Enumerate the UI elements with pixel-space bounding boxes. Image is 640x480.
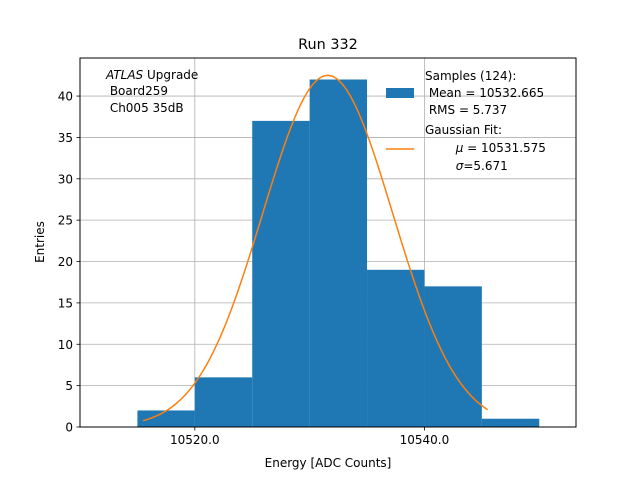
axes-frame <box>79 57 577 428</box>
y-tick-label: 40 <box>58 90 73 104</box>
x-axis-label: Energy [ADC Counts] <box>265 456 392 470</box>
histogram-bar <box>309 79 368 428</box>
fit-line <box>142 74 489 422</box>
histogram-bar <box>481 418 540 427</box>
y-tick-label: 10 <box>58 338 73 352</box>
legend-hist-title: Samples (124): <box>425 69 516 83</box>
y-tick-label: 25 <box>58 214 73 228</box>
histogram-bar <box>367 269 425 427</box>
legend-sigma-symbol: σ <box>456 159 464 173</box>
x-tick-label: 10520.0 <box>170 433 220 447</box>
channel-label: Ch005 35dB <box>106 101 184 115</box>
histogram-bar <box>424 286 482 427</box>
board-label: Board259 <box>106 84 168 98</box>
y-tick-label: 20 <box>58 255 73 269</box>
legend-mu-value: = 10531.575 <box>463 141 546 155</box>
y-axis-ticks: 0 5 10 15 20 25 30 35 40 <box>58 90 80 435</box>
histogram-bar <box>137 410 195 427</box>
atlas-annotation: ATLAS Upgrade Board259 Ch005 35dB <box>105 68 198 115</box>
legend-sigma-value: =5.671 <box>463 159 507 173</box>
y-tick-label: 30 <box>58 172 73 186</box>
legend-mu-symbol: μ <box>455 141 464 155</box>
svg-text:ATLAS Upgrade: ATLAS Upgrade <box>105 68 198 82</box>
svg-text:σ=5.671: σ=5.671 <box>429 159 527 173</box>
y-tick-label: 35 <box>58 131 73 145</box>
histogram-bar <box>194 377 253 427</box>
upgrade-label: Upgrade <box>143 68 198 82</box>
gaussian-fit-curve <box>142 74 489 422</box>
x-tick-label: 10540.0 <box>400 433 450 447</box>
svg-text:μ = 10531.575: μ = 10531.575 <box>429 141 565 155</box>
legend-hist-mean: Mean = 10532.665 <box>425 86 544 100</box>
histogram-bar <box>252 120 310 428</box>
y-axis-label: Entries <box>33 221 47 263</box>
legend-fit-title: Gaussian Fit: <box>425 123 502 137</box>
y-tick-label: 5 <box>65 379 73 393</box>
x-axis-ticks: 10520.0 10540.0 <box>170 427 449 447</box>
atlas-label: ATLAS <box>105 68 144 82</box>
legend: Samples (124): Mean = 10532.665 RMS = 5.… <box>386 69 565 173</box>
legend-hist-rms: RMS = 5.737 <box>425 103 507 117</box>
y-tick-label: 0 <box>65 421 73 435</box>
chart-title: Run 332 <box>298 37 358 53</box>
histogram-bars <box>137 79 540 428</box>
y-tick-label: 15 <box>58 296 73 310</box>
legend-hist-swatch <box>386 88 414 98</box>
